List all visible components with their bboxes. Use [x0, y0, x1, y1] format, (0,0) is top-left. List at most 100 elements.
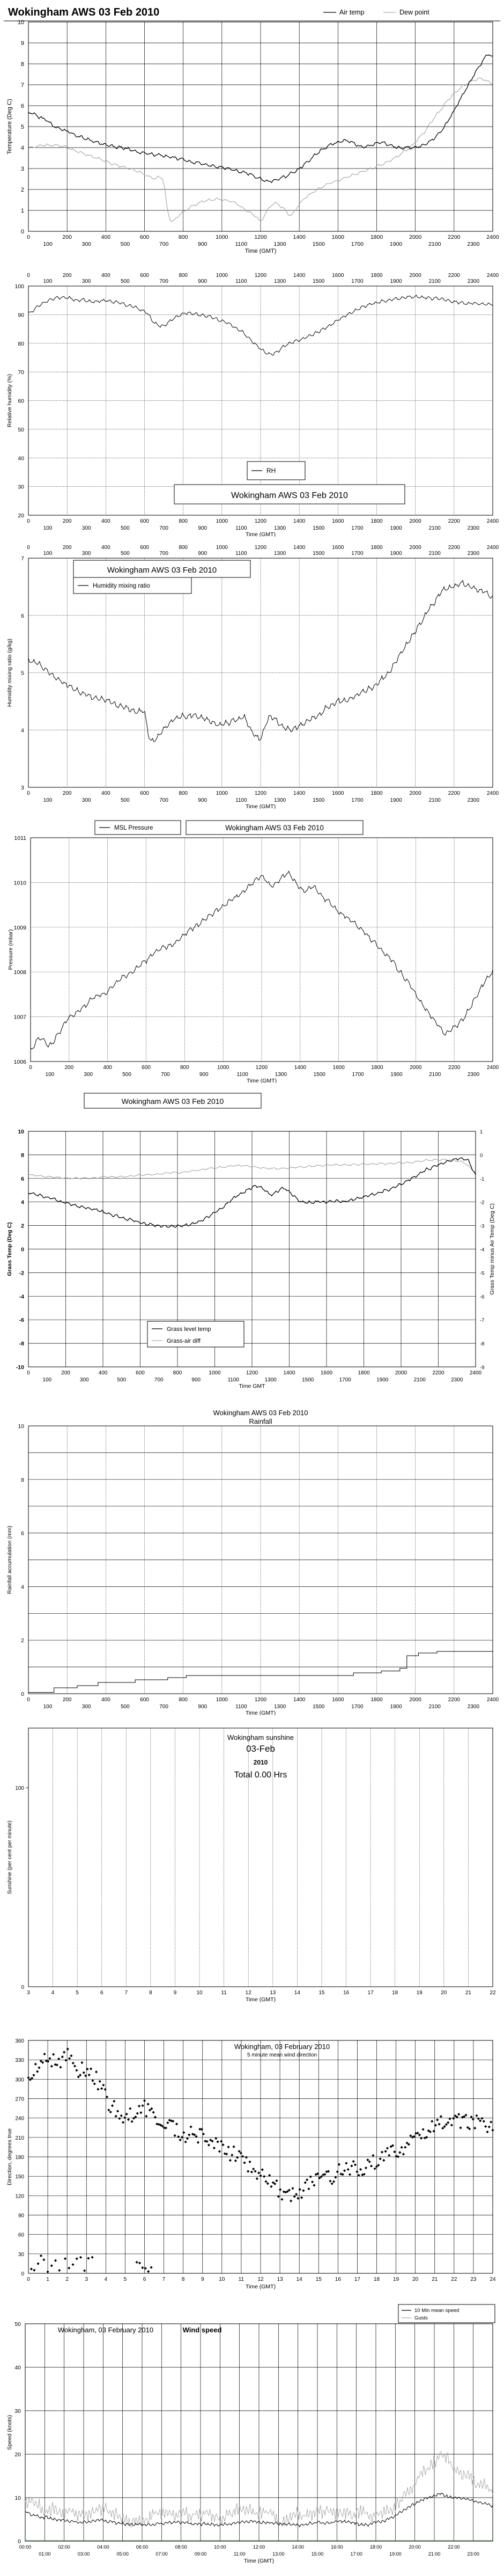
svg-text:2300: 2300	[468, 551, 480, 557]
svg-text:900: 900	[198, 241, 207, 247]
svg-text:-1: -1	[480, 1176, 484, 1182]
svg-text:2400: 2400	[487, 1697, 499, 1703]
svg-text:-6: -6	[19, 1317, 24, 1323]
svg-text:500: 500	[117, 1377, 126, 1383]
svg-text:8: 8	[182, 2277, 185, 2282]
svg-text:400: 400	[101, 518, 110, 524]
svg-text:100: 100	[43, 797, 53, 803]
svg-text:1300: 1300	[265, 1377, 277, 1383]
svg-text:1700: 1700	[351, 279, 364, 284]
svg-text:500: 500	[121, 525, 130, 531]
svg-text:800: 800	[179, 545, 188, 551]
svg-text:Air temp: Air temp	[339, 9, 365, 16]
svg-text:1006: 1006	[14, 1059, 27, 1065]
svg-text:1300: 1300	[274, 551, 286, 557]
svg-text:-6: -6	[480, 1294, 484, 1300]
svg-text:1000: 1000	[216, 1697, 228, 1703]
svg-text:0: 0	[27, 791, 30, 796]
svg-text:600: 600	[142, 1065, 151, 1071]
svg-text:1200: 1200	[256, 1065, 268, 1071]
svg-text:100: 100	[14, 283, 24, 290]
svg-text:2400: 2400	[487, 791, 499, 796]
svg-text:1300: 1300	[274, 1704, 286, 1710]
svg-text:Humidity mixing ratio: Humidity mixing ratio	[93, 583, 150, 589]
svg-text:1000: 1000	[216, 545, 228, 551]
svg-text:700: 700	[159, 525, 168, 531]
svg-text:-8: -8	[19, 1341, 24, 1347]
svg-text:11:00: 11:00	[234, 2551, 246, 2557]
svg-text:21:00: 21:00	[428, 2551, 441, 2557]
svg-text:1600: 1600	[332, 273, 344, 279]
svg-text:50: 50	[18, 427, 24, 433]
svg-text:10: 10	[196, 1990, 203, 1996]
svg-text:17: 17	[354, 2277, 361, 2282]
svg-text:2200: 2200	[448, 791, 461, 796]
svg-text:500: 500	[121, 241, 130, 247]
svg-text:3: 3	[85, 2277, 88, 2282]
svg-text:300: 300	[82, 1704, 91, 1710]
svg-text:03:00: 03:00	[78, 2551, 90, 2557]
svg-text:800: 800	[179, 518, 188, 524]
svg-text:900: 900	[191, 1377, 201, 1383]
svg-text:300: 300	[84, 1072, 93, 1078]
svg-text:400: 400	[101, 791, 110, 796]
svg-text:180: 180	[15, 2155, 24, 2161]
svg-text:1800: 1800	[370, 518, 383, 524]
svg-text:1500: 1500	[313, 241, 325, 247]
svg-text:Temperature (Deg C): Temperature (Deg C)	[6, 99, 13, 154]
svg-text:800: 800	[179, 791, 188, 796]
svg-text:300: 300	[81, 241, 91, 247]
svg-text:1600: 1600	[332, 545, 344, 551]
svg-text:Time (GMT): Time (GMT)	[246, 1996, 276, 2003]
svg-text:60: 60	[18, 398, 24, 405]
svg-text:0: 0	[21, 2271, 24, 2277]
svg-text:0: 0	[21, 1247, 24, 1253]
svg-text:2100: 2100	[414, 1377, 426, 1383]
svg-text:7: 7	[21, 82, 24, 89]
svg-text:2000: 2000	[410, 518, 422, 524]
svg-text:13:00: 13:00	[272, 2551, 285, 2557]
svg-text:200: 200	[62, 234, 72, 240]
svg-text:400: 400	[101, 273, 110, 279]
svg-text:-5: -5	[480, 1270, 484, 1276]
svg-text:400: 400	[101, 234, 111, 240]
svg-text:1600: 1600	[321, 1370, 333, 1376]
svg-text:20: 20	[412, 2277, 419, 2282]
svg-text:Wokingham, 03 February 2010: Wokingham, 03 February 2010	[58, 2326, 153, 2334]
svg-text:22: 22	[451, 2277, 457, 2282]
svg-text:1700: 1700	[351, 551, 364, 557]
svg-text:1400: 1400	[283, 1370, 295, 1376]
svg-text:1500: 1500	[313, 525, 325, 531]
svg-text:900: 900	[198, 551, 207, 557]
svg-text:9: 9	[21, 40, 24, 47]
svg-text:8: 8	[21, 1152, 24, 1159]
svg-text:600: 600	[140, 518, 149, 524]
svg-text:1400: 1400	[293, 234, 306, 240]
svg-text:200: 200	[61, 1370, 70, 1376]
svg-text:2100: 2100	[429, 1072, 441, 1078]
svg-text:6: 6	[100, 1990, 103, 1996]
svg-text:1400: 1400	[294, 1065, 307, 1071]
svg-text:240: 240	[15, 2116, 24, 2122]
svg-text:8: 8	[21, 61, 24, 68]
svg-text:4: 4	[51, 1990, 55, 1996]
svg-text:1000: 1000	[216, 234, 228, 240]
svg-text:Grass level temp: Grass level temp	[167, 1326, 211, 1333]
svg-text:-8: -8	[480, 1341, 484, 1347]
svg-text:4: 4	[21, 1584, 24, 1590]
svg-text:0: 0	[27, 234, 30, 240]
svg-text:2100: 2100	[428, 241, 441, 247]
svg-text:1900: 1900	[390, 797, 402, 803]
svg-text:100: 100	[42, 1377, 51, 1383]
svg-text:1400: 1400	[293, 273, 306, 279]
svg-text:2300: 2300	[468, 1704, 480, 1710]
svg-text:300: 300	[82, 525, 91, 531]
svg-text:Time (GMT): Time (GMT)	[247, 1078, 277, 1083]
svg-text:360: 360	[15, 2038, 24, 2044]
svg-text:1100: 1100	[235, 279, 247, 284]
svg-text:0: 0	[27, 545, 30, 551]
svg-text:5: 5	[124, 2277, 127, 2282]
svg-text:700: 700	[159, 279, 168, 284]
svg-text:01:00: 01:00	[39, 2551, 51, 2557]
svg-text:40: 40	[14, 2365, 21, 2371]
